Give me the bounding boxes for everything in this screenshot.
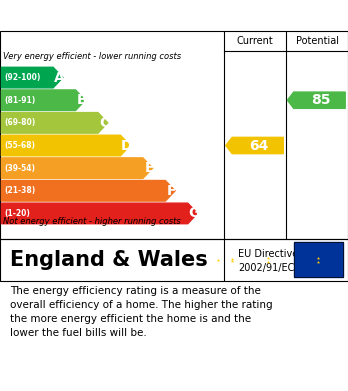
Bar	[294, 242, 343, 277]
Text: Current: Current	[237, 36, 274, 46]
Text: EU Directive: EU Directive	[238, 249, 299, 258]
Text: (69-80): (69-80)	[4, 118, 35, 127]
Text: (1-20): (1-20)	[4, 209, 30, 218]
Polygon shape	[1, 181, 175, 201]
Text: F: F	[167, 184, 176, 198]
Text: Energy Efficiency Rating: Energy Efficiency Rating	[10, 8, 232, 23]
Polygon shape	[226, 137, 283, 154]
Polygon shape	[1, 135, 130, 156]
Text: Not energy efficient - higher running costs: Not energy efficient - higher running co…	[3, 217, 181, 226]
Text: D: D	[121, 138, 133, 152]
Text: (21-38): (21-38)	[4, 186, 35, 195]
Text: B: B	[77, 93, 87, 107]
Text: 64: 64	[249, 138, 268, 152]
Text: Very energy efficient - lower running costs: Very energy efficient - lower running co…	[3, 52, 182, 61]
Text: A: A	[54, 70, 65, 84]
Text: (92-100): (92-100)	[4, 73, 41, 82]
Polygon shape	[287, 92, 345, 108]
Bar	[294, 242, 343, 277]
Polygon shape	[1, 203, 198, 224]
Text: 85: 85	[311, 93, 330, 107]
Text: G: G	[188, 206, 200, 221]
Text: (81-91): (81-91)	[4, 96, 35, 105]
Text: E: E	[144, 161, 154, 175]
Text: (55-68): (55-68)	[4, 141, 35, 150]
Text: (39-54): (39-54)	[4, 164, 35, 173]
Text: Potential: Potential	[295, 36, 339, 46]
Text: 2002/91/EC: 2002/91/EC	[238, 263, 295, 273]
Polygon shape	[1, 67, 63, 88]
Polygon shape	[1, 90, 85, 111]
Text: England & Wales: England & Wales	[10, 250, 208, 270]
Text: C: C	[99, 116, 110, 130]
Polygon shape	[1, 113, 108, 133]
Text: The energy efficiency rating is a measure of the
overall efficiency of a home. T: The energy efficiency rating is a measur…	[10, 286, 273, 338]
Polygon shape	[1, 158, 153, 178]
